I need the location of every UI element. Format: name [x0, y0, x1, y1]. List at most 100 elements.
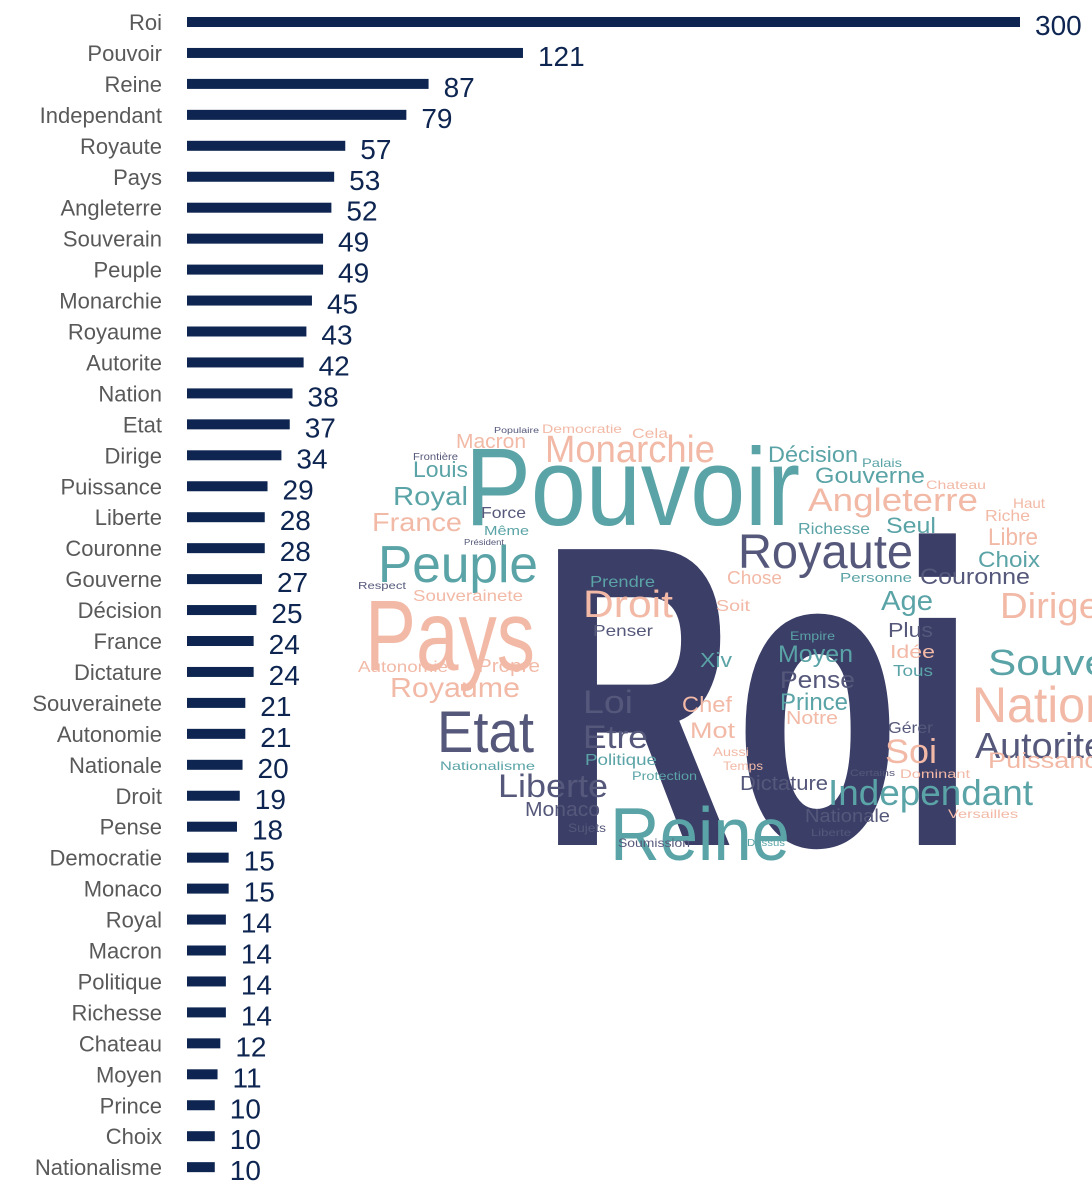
category-label: Couronne: [65, 536, 162, 561]
cloud-word: Souve: [988, 642, 1092, 683]
cloud-word: Chose: [727, 568, 782, 588]
cloud-word: Palais: [862, 456, 902, 470]
cloud-word: Nationale: [805, 806, 890, 826]
category-label: Droit: [116, 784, 162, 809]
cloud-word: Age: [881, 585, 933, 616]
value-label: 79: [421, 103, 452, 134]
category-label: Reine: [105, 72, 162, 97]
bar: [187, 790, 240, 801]
category-label: Royaute: [80, 134, 162, 159]
cloud-word: Temps: [723, 759, 763, 773]
cloud-word: Dirige: [1000, 585, 1092, 626]
cloud-word: Certains: [850, 768, 896, 778]
bar: [187, 357, 304, 368]
value-label: 14: [241, 969, 272, 1000]
bar: [187, 17, 1020, 27]
category-label: Dictature: [74, 660, 162, 685]
cloud-word: Sujets: [568, 821, 606, 835]
cloud-word: Autonomie: [358, 659, 448, 676]
value-label: 20: [258, 753, 289, 784]
category-label: Nationalisme: [35, 1155, 162, 1180]
bar: [187, 914, 226, 925]
cloud-word: Idée: [890, 642, 935, 662]
value-label: 28: [280, 505, 311, 536]
cloud-word: Independant: [828, 772, 1033, 813]
category-label: Etat: [123, 412, 162, 437]
category-label: Choix: [106, 1124, 162, 1149]
cloud-word: Empire: [790, 629, 835, 643]
category-label: France: [94, 629, 162, 654]
value-label: 10: [230, 1093, 261, 1124]
category-label: Moyen: [96, 1062, 162, 1087]
category-label: Dirige: [105, 443, 162, 468]
category-label: Monarchie: [59, 289, 162, 314]
category-label: Monaco: [84, 877, 162, 902]
bar-chart: Roi 300 Pouvoir 121 Reine 87 Independant 79 Roya…: [32, 10, 1081, 1183]
cloud-word: Politique: [585, 752, 657, 769]
cloud-word: Royal: [393, 481, 468, 511]
value-label: 45: [327, 289, 358, 320]
bar: [187, 1069, 218, 1080]
cloud-word: Propre: [478, 656, 540, 676]
cloud-word: Louis: [413, 457, 468, 482]
cloud-word: Royaute: [738, 526, 913, 579]
cloud-word: Etre: [583, 719, 648, 755]
category-label: Pays: [113, 165, 162, 190]
bar: [187, 233, 324, 244]
cloud-word: Notre: [786, 708, 838, 728]
value-label: 15: [244, 877, 275, 908]
value-label: 29: [283, 474, 314, 505]
cloud-word: Nation: [972, 677, 1092, 733]
cloud-word: Force: [481, 505, 526, 522]
cloud-word: Pense: [780, 667, 855, 694]
cloud-word: Cela: [632, 425, 668, 441]
cloud-word: Dominant: [900, 767, 971, 781]
bar: [187, 821, 237, 832]
bar: [187, 388, 293, 399]
value-label: 14: [241, 1000, 272, 1031]
value-label: 38: [308, 381, 339, 412]
category-label: Royal: [106, 908, 162, 933]
cloud-word: Protection: [632, 769, 697, 783]
cloud-word: Dictature: [740, 773, 828, 795]
cloud-word: Plus: [888, 620, 933, 642]
category-label: Peuple: [93, 258, 162, 283]
cloud-word: Autorite: [975, 725, 1092, 766]
cloud-word: Souverainete: [413, 588, 523, 605]
bar: [187, 697, 246, 708]
cloud-word: Richesse: [798, 521, 870, 538]
cloud-word: Macron: [456, 431, 526, 453]
cloud-word: Respect: [358, 581, 406, 592]
value-label: 24: [269, 660, 300, 691]
cloud-word: Prendre: [590, 574, 655, 591]
value-label: 121: [538, 41, 585, 72]
cloud-word: Décision: [768, 442, 858, 467]
cloud-word: Liberte: [811, 828, 852, 839]
cloud-word: Couronne: [920, 564, 1030, 589]
cloud-word: Soi: [885, 733, 937, 771]
cloud-word: France: [372, 507, 462, 537]
bar: [187, 1162, 215, 1173]
cloud-word: Populaire: [494, 426, 540, 435]
category-label: Pouvoir: [87, 41, 162, 66]
category-label: Autonomie: [57, 722, 162, 747]
cloud-word: Pouvoir: [465, 426, 800, 549]
category-label: Macron: [89, 939, 162, 964]
value-label: 43: [321, 320, 352, 351]
bar: [187, 264, 324, 275]
bar: [187, 759, 243, 770]
value-label: 57: [360, 134, 391, 165]
cloud-word: Dessus: [747, 838, 785, 849]
cloud-word: Gérer: [888, 720, 934, 737]
cloud-word: Etat: [437, 700, 534, 765]
value-label: 14: [241, 939, 272, 970]
cloud-word: Pays: [365, 580, 535, 692]
cloud-word: Seul: [886, 513, 936, 538]
category-label: Autorite: [86, 350, 162, 375]
cloud-word: Penser: [593, 623, 654, 640]
category-label: Nation: [98, 381, 162, 406]
bar: [187, 512, 265, 523]
bar: [187, 78, 429, 89]
